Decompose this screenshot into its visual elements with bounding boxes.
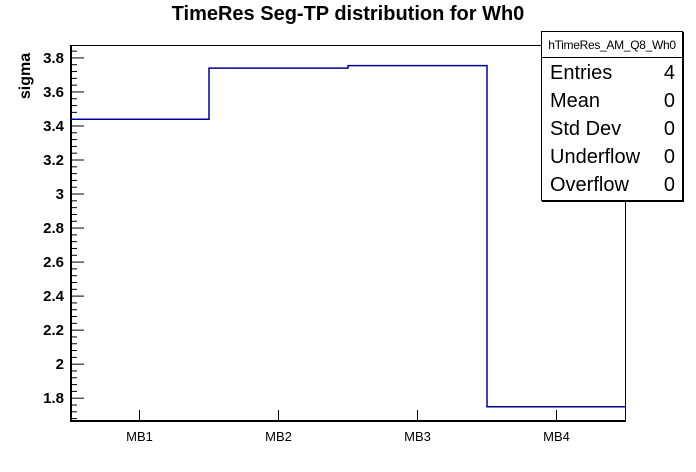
y-axis-label: sigma [17,52,34,100]
stats-label: Overflow [550,173,629,196]
y-tick-label: 2.4 [43,288,65,305]
y-tick-label: 3 [56,186,64,203]
stats-label: Underflow [550,145,641,168]
stats-row-overflow: Overflow 0 [542,171,682,199]
stats-label: Mean [550,89,601,112]
y-tick-label: 3.2 [43,152,64,169]
stats-row-mean: Mean 0 [542,87,682,115]
stats-row-entries: Entries 4 [542,59,682,87]
y-tick-label: 2.2 [43,322,64,339]
y-tick-label: 2.8 [43,220,64,237]
y-tick-label: 3.8 [43,50,64,67]
y-tick-label: 3.4 [43,118,65,135]
y-tick-label: 3.6 [43,84,64,101]
y-tick-label: 2.6 [43,254,64,271]
x-tick-label: MB1 [126,429,153,444]
stats-row-stddev: Std Dev 0 [542,115,682,143]
stats-label: Entries [550,61,613,84]
y-tick-label: 2 [56,356,64,373]
stats-value: 4 [663,61,675,84]
stats-value: 0 [663,145,675,168]
stats-value: 0 [663,89,675,112]
stats-box: hTimeRes_AM_Q8_Wh0 Entries 4 Mean 0 Std … [541,31,683,201]
x-tick-label: MB2 [265,429,292,444]
stats-label: Std Dev [550,117,622,140]
x-tick-label: MB3 [404,429,431,444]
chart-title: TimeRes Seg-TP distribution for Wh0 [171,3,525,25]
stats-row-underflow: Underflow 0 [542,143,682,171]
stats-rows: Entries 4 Mean 0 Std Dev 0 Underflow 0 O… [542,58,682,200]
x-tick-label: MB4 [543,429,570,444]
stats-box-title: hTimeRes_AM_Q8_Wh0 [542,32,682,58]
stats-value: 0 [663,173,675,196]
stats-value: 0 [663,117,675,140]
y-tick-label: 1.8 [43,390,64,407]
